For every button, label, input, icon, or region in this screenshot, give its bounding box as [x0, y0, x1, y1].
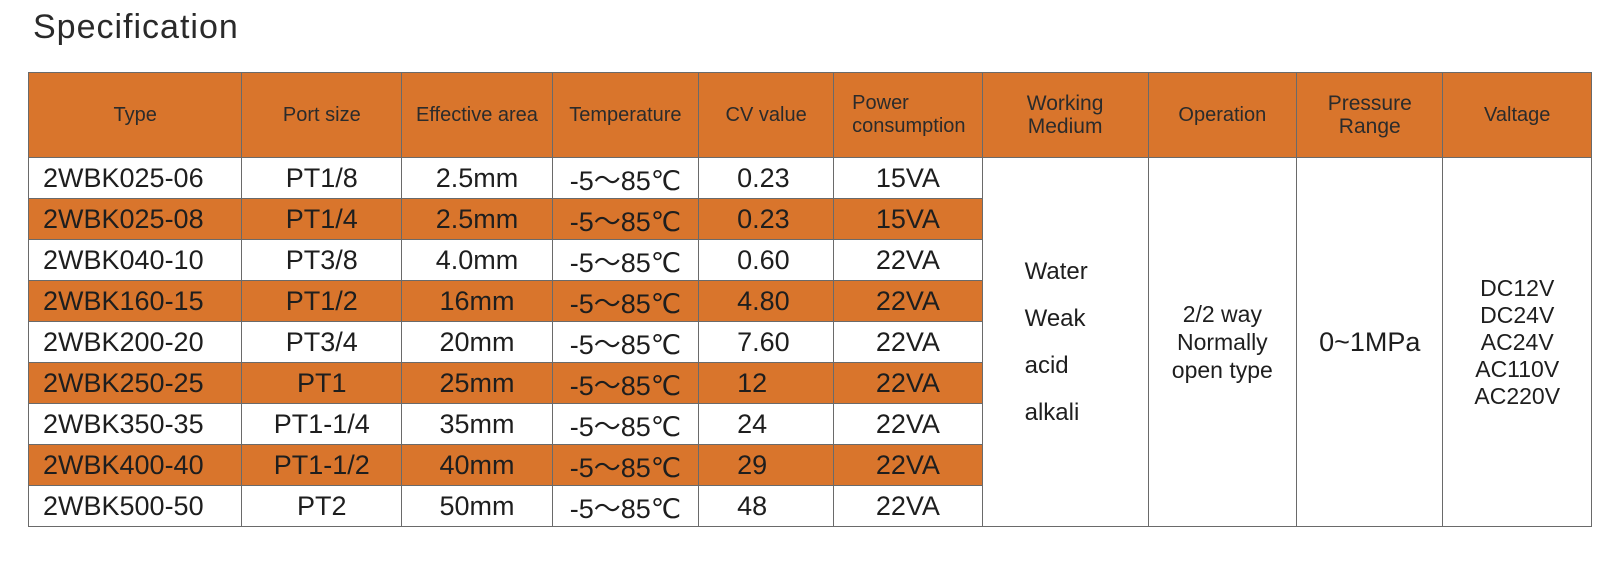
cell-power: 22VA	[833, 280, 983, 322]
table-row: 2WBK160-15 PT1/2 16mm -5～85℃ 4.80 22VA	[27, 280, 1592, 322]
cell-port-size: PT1/2	[241, 280, 403, 322]
header-cv-value: CV value	[698, 72, 835, 158]
cell-port-size: PT2	[241, 485, 403, 527]
cell-temperature: -5～85℃	[551, 321, 700, 363]
cell-cv-value: 0.23	[698, 157, 835, 199]
cell-power: 22VA	[833, 403, 983, 445]
cell-effective-area: 16mm	[401, 280, 553, 322]
cell-port-size: PT1-1/4	[241, 403, 403, 445]
table-row: 2WBK200-20 PT3/4 20mm -5～85℃ 7.60 22VA	[27, 321, 1592, 363]
cell-type: 2WBK040-10	[27, 239, 243, 281]
operation-cell: 2/2 way Normally open type	[1147, 157, 1298, 527]
header-effective-area: Effective area	[401, 72, 553, 158]
cell-effective-area: 40mm	[401, 444, 553, 486]
cell-effective-area: 20mm	[401, 321, 553, 363]
header-temperature: Temperature	[551, 72, 700, 158]
cell-effective-area: 25mm	[401, 362, 553, 404]
cell-port-size: PT1	[241, 362, 403, 404]
specification-table: Type Port size Effective area Temperatur…	[27, 72, 1592, 527]
cell-effective-area: 2.5mm	[401, 157, 553, 199]
cell-cv-value: 4.80	[698, 280, 835, 322]
cell-cv-value: 0.60	[698, 239, 835, 281]
table-row: 2WBK040-10 PT3/8 4.0mm -5～85℃ 0.60 22VA	[27, 239, 1592, 281]
table-row: 2WBK350-35 PT1-1/4 35mm -5～85℃ 24 22VA	[27, 403, 1592, 445]
header-type: Type	[27, 72, 243, 158]
cell-temperature: -5～85℃	[551, 444, 700, 486]
cell-power: 22VA	[833, 444, 983, 486]
cell-effective-area: 50mm	[401, 485, 553, 527]
cell-cv-value: 12	[698, 362, 835, 404]
table-row: 2WBK250-25 PT1 25mm -5～85℃ 12 22VA	[27, 362, 1592, 404]
cell-cv-value: 0.23	[698, 198, 835, 240]
table-row: 2WBK025-08 PT1/4 2.5mm -5～85℃ 0.23 15VA	[27, 198, 1592, 240]
cell-port-size: PT3/4	[241, 321, 403, 363]
cell-power: 15VA	[833, 198, 983, 240]
cell-power: 22VA	[833, 239, 983, 281]
cell-power: 22VA	[833, 485, 983, 527]
cell-temperature: -5～85℃	[551, 280, 700, 322]
header-port-size: Port size	[241, 72, 403, 158]
cell-temperature: -5～85℃	[551, 239, 700, 281]
header-voltage: Valtage	[1442, 72, 1592, 158]
cell-cv-value: 24	[698, 403, 835, 445]
cell-port-size: PT1/4	[241, 198, 403, 240]
header-power-consumption: Power consumption	[833, 72, 983, 158]
header-row: Type Port size Effective area Temperatur…	[27, 72, 1592, 158]
cell-type: 2WBK400-40	[27, 444, 243, 486]
cell-port-size: PT1/8	[241, 157, 403, 199]
working-medium-cell: Water Weak acid alkali	[981, 157, 1149, 527]
header-pressure-range: Pressure Range	[1296, 72, 1444, 158]
cell-temperature: -5～85℃	[551, 403, 700, 445]
table-row: 2WBK400-40 PT1-1/2 40mm -5～85℃ 29 22VA	[27, 444, 1592, 486]
page-title: Specification	[33, 8, 239, 46]
header-operation: Operation	[1147, 72, 1298, 158]
voltage-cell: DC12V DC24V AC24V AC110V AC220V	[1442, 157, 1592, 527]
cell-temperature: -5～85℃	[551, 157, 700, 199]
cell-effective-area: 2.5mm	[401, 198, 553, 240]
cell-temperature: -5～85℃	[551, 485, 700, 527]
pressure-range-cell: 0~1MPa	[1296, 157, 1444, 527]
cell-type: 2WBK500-50	[27, 485, 243, 527]
cell-type: 2WBK025-08	[27, 198, 243, 240]
cell-type: 2WBK200-20	[27, 321, 243, 363]
cell-effective-area: 4.0mm	[401, 239, 553, 281]
cell-type: 2WBK160-15	[27, 280, 243, 322]
cell-type: 2WBK250-25	[27, 362, 243, 404]
table-row: 2WBK025-06 PT1/8 2.5mm -5～85℃ 0.23 15VA …	[27, 157, 1592, 527]
header-working-medium: Working Medium	[981, 72, 1149, 158]
cell-effective-area: 35mm	[401, 403, 553, 445]
cell-cv-value: 7.60	[698, 321, 835, 363]
cell-temperature: -5～85℃	[551, 198, 700, 240]
cell-power: 22VA	[833, 321, 983, 363]
cell-port-size: PT1-1/2	[241, 444, 403, 486]
cell-cv-value: 29	[698, 444, 835, 486]
cell-type: 2WBK025-06	[27, 157, 243, 199]
cell-port-size: PT3/8	[241, 239, 403, 281]
table-row: 2WBK500-50 PT2 50mm -5～85℃ 48 22VA	[27, 485, 1592, 527]
cell-temperature: -5～85℃	[551, 362, 700, 404]
cell-power: 22VA	[833, 362, 983, 404]
cell-cv-value: 48	[698, 485, 835, 527]
cell-type: 2WBK350-35	[27, 403, 243, 445]
cell-power: 15VA	[833, 157, 983, 199]
